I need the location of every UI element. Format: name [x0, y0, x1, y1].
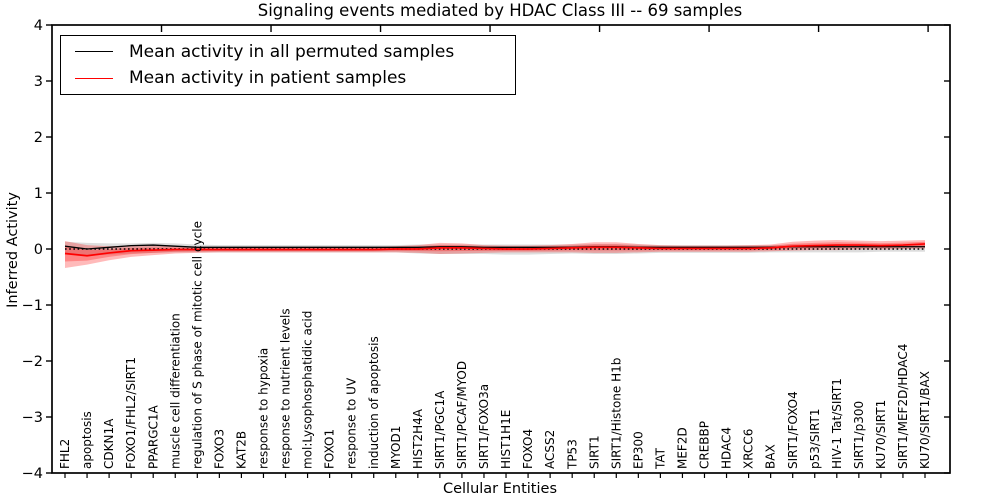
entity-tick-label: FOXO4	[521, 429, 535, 469]
entity-tick-label: KU70/SIRT1	[874, 400, 888, 469]
entity-tick-label: SIRT1/PCAF/MYOD	[455, 361, 469, 469]
x-axis-label: Cellular Entities	[442, 481, 558, 497]
legend-entry-permuted: Mean activity in all permuted samples	[61, 39, 515, 65]
patient-mean-line	[64, 243, 926, 257]
entity-tick-label: SIRT1/FOXO3a	[477, 384, 491, 469]
entity-tick-label: response to nutrient levels	[279, 308, 293, 469]
entity-tick-label: XRCC6	[742, 429, 756, 469]
entity-tick-label: HDAC4	[720, 427, 734, 469]
y-tick-label: −2	[22, 354, 43, 370]
entity-tick-label: HIST1H1E	[499, 410, 513, 469]
entity-tick-label: SIRT1/p300	[852, 401, 866, 469]
entity-tick-label: response to UV	[345, 377, 359, 469]
chart-title: Signaling events mediated by HDAC Class …	[257, 1, 743, 20]
entity-tick-label: FOXO1	[323, 429, 337, 469]
entity-tick-label: MYOD1	[389, 426, 403, 469]
y-tick-label: −1	[22, 298, 43, 314]
y-tick-label: 3	[34, 74, 43, 90]
entity-tick-label: apoptosis	[80, 411, 94, 469]
y-tick-label: 0	[34, 242, 43, 258]
patient-samples-band-inner	[65, 241, 925, 262]
entity-tick-label: HIV-1 Tat/SIRT1	[830, 378, 844, 469]
entity-tick-label: FOXO1/FHL2/SIRT1	[124, 357, 138, 469]
y-axis-label: Inferred Activity	[5, 192, 21, 308]
legend-label-permuted: Mean activity in all permuted samples	[129, 41, 455, 62]
entity-tick-label: induction of apoptosis	[367, 336, 381, 469]
y-tick-label: 2	[34, 130, 43, 146]
entity-tick-label: KAT2B	[234, 431, 248, 469]
entity-tick-label: KU70/SIRT1/BAX	[918, 371, 932, 469]
entity-tick-label: CDKN1A	[102, 418, 116, 469]
entity-tick-label: SIRT1/MEF2D/HDAC4	[896, 344, 910, 469]
legend-entry-patient: Mean activity in patient samples	[61, 65, 515, 91]
legend-label-patient: Mean activity in patient samples	[129, 68, 407, 89]
y-tick-label: −3	[22, 410, 43, 426]
entity-tick-label: ACSS2	[543, 430, 557, 469]
entity-tick-label: SIRT1	[587, 435, 601, 469]
entity-tick-label: SIRT1/PGC1A	[433, 390, 447, 469]
entity-tick-label: TAT	[653, 447, 667, 470]
entity-tick-label: SIRT1/FOXO4	[786, 391, 800, 469]
entity-tick-label: muscle cell differentiation	[168, 313, 182, 469]
entity-tick-label: EP300	[631, 431, 645, 469]
entity-tick-label: regulation of S phase of mitotic cell cy…	[190, 221, 204, 469]
y-tick-label: 4	[34, 18, 43, 34]
entity-tick-label: FOXO3	[212, 429, 226, 469]
y-tick-label: −4	[22, 466, 43, 482]
entity-tick-label: SIRT1/Histone H1b	[609, 358, 623, 469]
entity-tick-label: MEF2D	[676, 427, 690, 469]
entity-tick-label: BAX	[764, 444, 778, 469]
entity-tick-label: PPARGC1A	[146, 404, 160, 469]
entity-tick-label: mol:Lysophosphatidic acid	[301, 311, 315, 469]
legend: Mean activity in all permuted samples Me…	[60, 35, 516, 95]
entity-tick-label: response to hypoxia	[257, 348, 271, 469]
entity-tick-label: FHL2	[58, 439, 72, 469]
entity-tick-label: HIST2H4A	[411, 408, 425, 469]
legend-line-permuted-icon	[75, 51, 113, 53]
y-tick-label: 1	[34, 186, 43, 202]
legend-line-patient-icon	[75, 77, 113, 79]
entity-tick-label: TP53	[565, 439, 579, 470]
entity-tick-label: p53/SIRT1	[808, 408, 822, 469]
entity-tick-label: CREBBP	[698, 421, 712, 469]
